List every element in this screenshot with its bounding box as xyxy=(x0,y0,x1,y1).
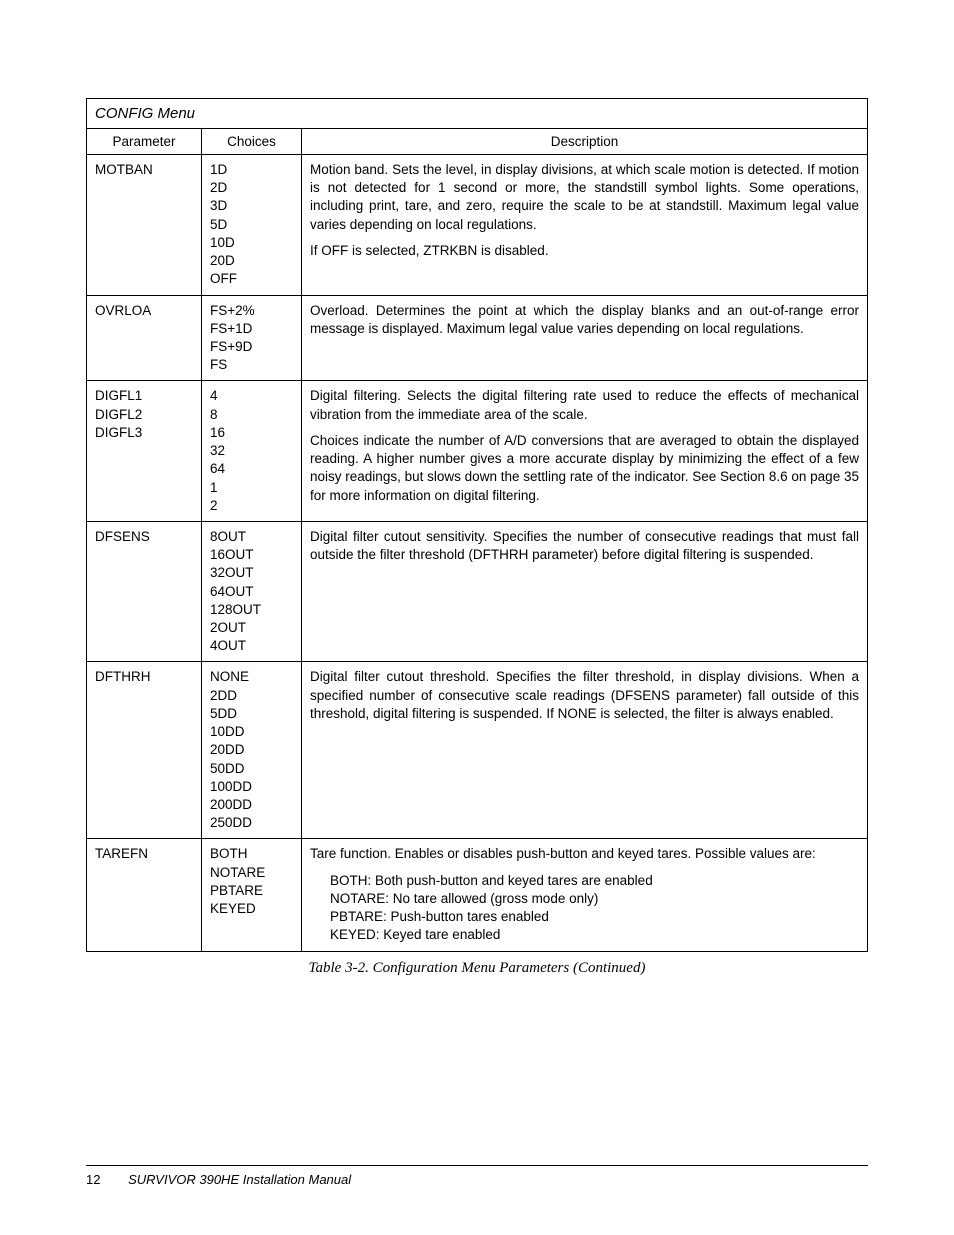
cell-description: Motion band. Sets the level, in display … xyxy=(302,155,868,296)
description-list-item: BOTH: Both push-button and keyed tares a… xyxy=(330,872,859,890)
cell-description: Digital filter cutout sensitivity. Speci… xyxy=(302,521,868,662)
table-row: DFSENS8OUT 16OUT 32OUT 64OUT 128OUT 2OUT… xyxy=(87,521,868,662)
description-paragraph: Choices indicate the number of A/D conve… xyxy=(310,432,859,505)
cell-description: Digital filter cutout threshold. Specifi… xyxy=(302,662,868,839)
menu-title-row: CONFIG Menu xyxy=(87,99,868,129)
table-row: OVRLOAFS+2% FS+1D FS+9D FSOverload. Dete… xyxy=(87,295,868,381)
table-row: DFTHRHNONE 2DD 5DD 10DD 20DD 50DD 100DD … xyxy=(87,662,868,839)
table-row: DIGFL1 DIGFL2 DIGFL34 8 16 32 64 1 2Digi… xyxy=(87,381,868,522)
table-header-row: Parameter Choices Description xyxy=(87,129,868,155)
description-paragraph: Overload. Determines the point at which … xyxy=(310,302,859,338)
description-paragraph: Motion band. Sets the level, in display … xyxy=(310,161,859,234)
header-parameter: Parameter xyxy=(87,129,202,155)
cell-description: Tare function. Enables or disables push-… xyxy=(302,839,868,951)
description-paragraph: Digital filter cutout sensitivity. Speci… xyxy=(310,528,859,564)
description-list-item: PBTARE: Push-button tares enabled xyxy=(330,908,859,926)
cell-description: Overload. Determines the point at which … xyxy=(302,295,868,381)
cell-parameter: DIGFL1 DIGFL2 DIGFL3 xyxy=(87,381,202,522)
cell-parameter: MOTBAN xyxy=(87,155,202,296)
table-caption: Table 3-2. Configuration Menu Parameters… xyxy=(86,960,868,977)
header-choices: Choices xyxy=(202,129,302,155)
description-paragraph: Digital filter cutout threshold. Specifi… xyxy=(310,668,859,723)
description-paragraph: If OFF is selected, ZTRKBN is disabled. xyxy=(310,242,859,260)
page: CONFIG Menu Parameter Choices Descriptio… xyxy=(0,0,954,1235)
cell-parameter: TAREFN xyxy=(87,839,202,951)
cell-choices: BOTH NOTARE PBTARE KEYED xyxy=(202,839,302,951)
cell-choices: 8OUT 16OUT 32OUT 64OUT 128OUT 2OUT 4OUT xyxy=(202,521,302,662)
description-paragraph: Tare function. Enables or disables push-… xyxy=(310,845,859,863)
cell-choices: 1D 2D 3D 5D 10D 20D OFF xyxy=(202,155,302,296)
table-row: TAREFNBOTH NOTARE PBTARE KEYED Tare funct… xyxy=(87,839,868,951)
description-list-item: KEYED: Keyed tare enabled xyxy=(330,926,859,944)
description-paragraph: Digital filtering. Selects the digital f… xyxy=(310,387,859,423)
cell-parameter: DFTHRH xyxy=(87,662,202,839)
page-number: 12 xyxy=(86,1172,100,1187)
cell-parameter: OVRLOA xyxy=(87,295,202,381)
cell-parameter: DFSENS xyxy=(87,521,202,662)
table-row: MOTBAN1D 2D 3D 5D 10D 20D OFFMotion band… xyxy=(87,155,868,296)
cell-choices: FS+2% FS+1D FS+9D FS xyxy=(202,295,302,381)
cell-choices: 4 8 16 32 64 1 2 xyxy=(202,381,302,522)
config-menu-table: CONFIG Menu Parameter Choices Descriptio… xyxy=(86,98,868,952)
cell-description: Digital filtering. Selects the digital f… xyxy=(302,381,868,522)
description-list-item: NOTARE: No tare allowed (gross mode only… xyxy=(330,890,859,908)
cell-choices: NONE 2DD 5DD 10DD 20DD 50DD 100DD 200DD … xyxy=(202,662,302,839)
page-footer: 12 SURVIVOR 390HE Installation Manual xyxy=(86,1165,868,1187)
description-list: BOTH: Both push-button and keyed tares a… xyxy=(330,872,859,945)
header-description: Description xyxy=(302,129,868,155)
menu-title: CONFIG Menu xyxy=(87,99,868,129)
manual-title: SURVIVOR 390HE Installation Manual xyxy=(128,1172,351,1187)
